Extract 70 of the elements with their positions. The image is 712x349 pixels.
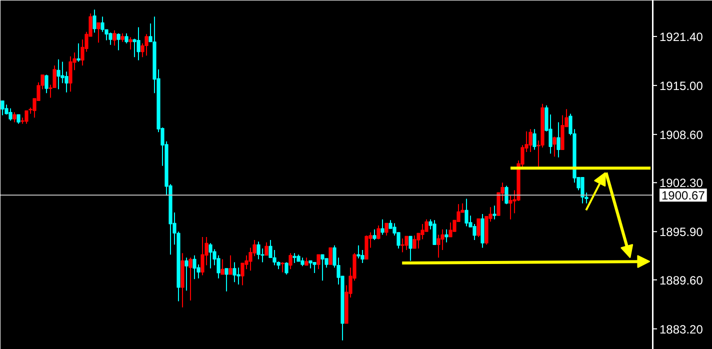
candlestick [224, 268, 228, 292]
candlestick [464, 198, 468, 227]
candlestick [376, 225, 380, 240]
candlestick [68, 56, 72, 92]
candlestick [408, 236, 412, 262]
candlestick [112, 30, 116, 46]
candlestick [16, 114, 20, 124]
candlestick [556, 122, 560, 158]
candlestick [8, 108, 12, 122]
candlestick [528, 128, 532, 153]
candlestick [128, 36, 132, 50]
candlestick [504, 185, 508, 205]
candlestick [228, 254, 232, 275]
candlestick [144, 34, 148, 56]
candlestick [96, 22, 100, 44]
candlestick [184, 257, 188, 292]
candlestick [288, 252, 292, 270]
candlestick [188, 257, 192, 302]
candlestick [200, 236, 204, 276]
y-tick-label: 1889.60 [660, 273, 704, 288]
candlestick [380, 218, 384, 236]
candlestick [208, 242, 212, 269]
candlestick [360, 250, 364, 264]
y-tick-label: 1895.90 [660, 225, 704, 240]
candlestick [356, 244, 360, 259]
candlestick [492, 205, 496, 220]
candlestick [24, 110, 28, 124]
candlestick [256, 241, 260, 260]
candlestick [0, 100, 4, 116]
candlestick [580, 176, 584, 204]
candlestick [444, 228, 448, 243]
candlestick [232, 262, 236, 283]
candlestick [448, 222, 452, 238]
candlestick [404, 236, 408, 251]
candlestick [92, 9, 96, 34]
candlestick [384, 222, 388, 236]
candlestick [328, 247, 332, 265]
candlestick [432, 220, 436, 246]
y-tick-label: 1908.60 [660, 128, 704, 142]
y-tick-label: 1915.00 [660, 78, 704, 93]
candlestick [100, 16, 104, 32]
y-tick-label: 1902.30 [660, 176, 704, 190]
candlestick [192, 254, 196, 280]
candlestick [124, 32, 128, 44]
candlestick [552, 136, 556, 158]
candlestick [312, 262, 316, 274]
candlestick [108, 32, 112, 46]
candlestick [272, 250, 276, 266]
y-tick-label: 1883.20 [660, 322, 704, 336]
candlestick [320, 254, 324, 282]
candlestick [532, 128, 536, 150]
candlestick [284, 262, 288, 275]
ref-line-label: 1900.67 [662, 188, 706, 203]
candlestick [56, 58, 60, 90]
candlestick [412, 234, 416, 249]
candlestick [292, 252, 296, 264]
candlestick [264, 242, 268, 256]
candlestick [44, 74, 48, 94]
candlestick [76, 42, 80, 62]
y-tick-label: 1921.40 [660, 30, 704, 44]
candlestick [12, 112, 16, 123]
candlestick [316, 254, 320, 270]
candlestick [420, 223, 424, 240]
candlestick [136, 26, 140, 61]
candlestick [372, 228, 376, 241]
candlestick [220, 258, 224, 275]
candlestick [364, 234, 368, 260]
candlestick [116, 32, 120, 51]
candlestick [476, 218, 480, 238]
candlestick [472, 223, 476, 241]
